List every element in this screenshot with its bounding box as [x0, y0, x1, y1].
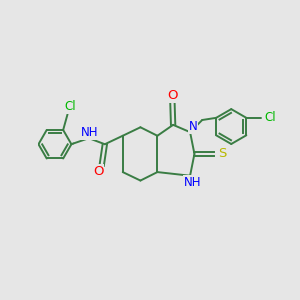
Text: NH: NH — [184, 176, 201, 189]
Text: S: S — [218, 147, 226, 161]
Text: Cl: Cl — [64, 100, 76, 113]
Text: NH: NH — [81, 126, 98, 139]
Text: N: N — [189, 120, 197, 133]
Text: O: O — [93, 165, 103, 178]
Text: O: O — [167, 88, 178, 102]
Text: Cl: Cl — [264, 111, 276, 124]
